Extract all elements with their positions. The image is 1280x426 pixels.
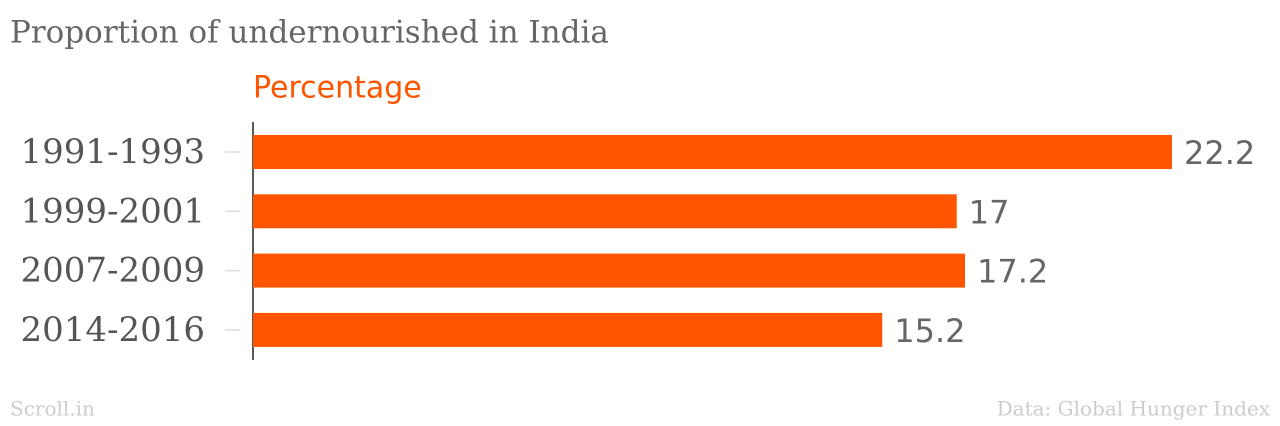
value-label: 15.2 [894,312,965,350]
bar [253,135,1172,169]
bar [253,312,883,347]
source: Data: Global Hunger Index [997,397,1271,421]
y-tick-label: 1991-1993 [20,132,205,172]
y-tick-label: 2007-2009 [20,251,205,291]
credit: Scroll.in [10,397,95,421]
bar [253,194,957,229]
value-label: 17.2 [977,253,1048,291]
bar [253,253,966,288]
chart-title: Proportion of undernourished in India [10,15,609,51]
value-label: 22.2 [1184,134,1255,172]
value-label: 17 [969,193,1010,231]
y-tick-label: 2014-2016 [20,310,205,350]
y-tick-label: 1999-2001 [20,191,205,231]
chart-subtitle: Percentage [253,71,422,106]
